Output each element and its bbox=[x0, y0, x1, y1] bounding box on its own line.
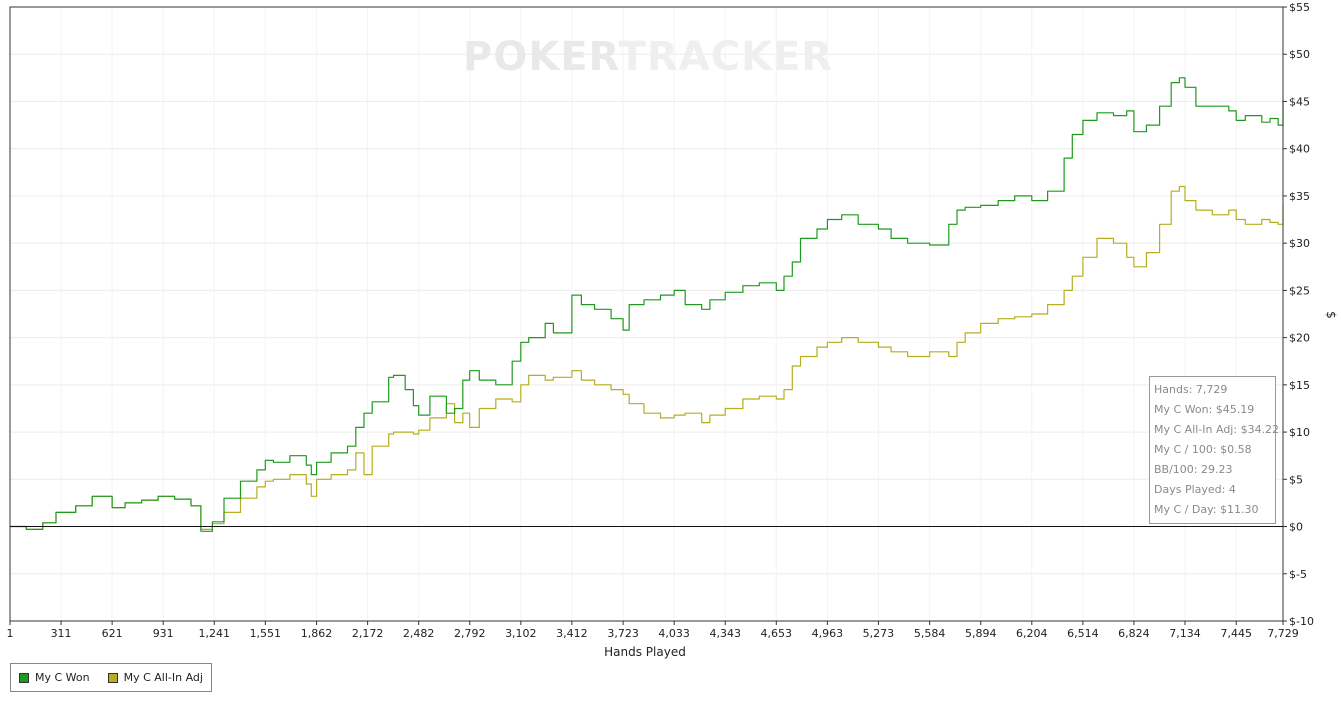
legend-item-won[interactable]: My C Won bbox=[19, 671, 90, 684]
x-tick-label: 1,862 bbox=[301, 627, 333, 640]
legend-swatch-won bbox=[19, 672, 29, 683]
stats-tooltip: Hands: 7,729 My C Won: $45.19 My C All-I… bbox=[1149, 376, 1280, 524]
y-tick-label: $30 bbox=[1289, 237, 1310, 250]
poker-tracker-watermark: POKERTRACKER bbox=[463, 34, 833, 80]
plot-frame bbox=[9, 6, 1284, 622]
watermark-right: TRACKER bbox=[619, 34, 834, 80]
series-layer bbox=[10, 77, 1284, 532]
axes bbox=[9, 6, 1284, 622]
x-tick-label: 7,134 bbox=[1169, 627, 1201, 640]
y-tick-label: $15 bbox=[1289, 379, 1310, 392]
x-tick-label: 4,963 bbox=[812, 627, 844, 640]
x-tick-label: 7,445 bbox=[1220, 627, 1252, 640]
x-tick-label: 2,172 bbox=[352, 627, 384, 640]
stats-won: My C Won: $45.19 bbox=[1154, 403, 1255, 416]
x-tick-label: 4,653 bbox=[761, 627, 793, 640]
y-tick-label: $0 bbox=[1289, 521, 1303, 534]
stats-per-100: My C / 100: $0.58 bbox=[1154, 443, 1252, 456]
x-tick-label: 7,729 bbox=[1267, 627, 1299, 640]
x-tick-label: 1,551 bbox=[250, 627, 282, 640]
stats-hands: Hands: 7,729 bbox=[1154, 383, 1228, 396]
watermark-left: POKER bbox=[463, 34, 619, 80]
y-tick-label: $40 bbox=[1289, 143, 1310, 156]
x-tick-label: 931 bbox=[153, 627, 174, 640]
y-axis-ticks: $-10 $-5 $0 $5 $10 $15 $20 $25 $30 $35 $40 $45 $50 $5… bbox=[1283, 1, 1314, 628]
x-tick-label: 5,894 bbox=[965, 627, 997, 640]
y-tick-label: $25 bbox=[1289, 284, 1310, 297]
y-tick-label: $55 bbox=[1289, 1, 1310, 14]
x-tick-label: 1 bbox=[7, 627, 14, 640]
y-tick-label: $5 bbox=[1289, 473, 1303, 486]
x-tick-label: 5,584 bbox=[914, 627, 946, 640]
series-line-my-c-won bbox=[10, 77, 1284, 532]
y-tick-label: $10 bbox=[1289, 426, 1310, 439]
x-tick-label: 621 bbox=[102, 627, 123, 640]
y-tick-label: $35 bbox=[1289, 190, 1310, 203]
x-tick-label: 1,241 bbox=[199, 627, 231, 640]
legend-swatch-allin-adj bbox=[107, 672, 118, 683]
y-tick-label: $-5 bbox=[1289, 568, 1307, 581]
x-tick-label: 4,033 bbox=[658, 627, 690, 640]
legend-label-won: My C Won bbox=[35, 671, 90, 684]
x-tick-label: 6,204 bbox=[1016, 627, 1048, 640]
x-tick-label: 6,824 bbox=[1118, 627, 1150, 640]
legend-label-allin-adj: My C All-In Adj bbox=[123, 671, 203, 684]
y-tick-label: $45 bbox=[1289, 95, 1310, 108]
x-tick-label: 2,792 bbox=[454, 627, 486, 640]
stats-per-day: My C / Day: $11.30 bbox=[1154, 503, 1259, 516]
y-tick-label: $-10 bbox=[1289, 615, 1314, 628]
x-tick-label: 4,343 bbox=[709, 627, 741, 640]
x-tick-label: 6,514 bbox=[1067, 627, 1099, 640]
y-axis-title: $ bbox=[1324, 311, 1338, 319]
x-tick-label: 3,723 bbox=[607, 627, 639, 640]
x-axis-ticks: 1 311 621 931 1,241 1,551 1,862 2,172 2,482 2,792… bbox=[7, 621, 1299, 640]
legend-item-allin-adj[interactable]: My C All-In Adj bbox=[107, 671, 203, 684]
y-tick-label: $20 bbox=[1289, 332, 1310, 345]
chart-legend: My C Won My C All-In Adj bbox=[10, 663, 212, 692]
x-tick-label: 2,482 bbox=[403, 627, 435, 640]
x-tick-label: 5,273 bbox=[863, 627, 895, 640]
x-tick-label: 3,102 bbox=[505, 627, 537, 640]
x-axis-title: Hands Played bbox=[604, 645, 686, 659]
y-tick-label: $50 bbox=[1289, 48, 1310, 61]
series-line-my-c-all-in-adj bbox=[10, 185, 1284, 530]
stats-allin-adj: My C All-In Adj: $34.22 bbox=[1154, 423, 1280, 436]
x-tick-label: 311 bbox=[51, 627, 72, 640]
x-tick-label: 3,412 bbox=[556, 627, 588, 640]
stats-days-played: Days Played: 4 bbox=[1154, 483, 1236, 496]
stats-bb-100: BB/100: 29.23 bbox=[1154, 463, 1233, 476]
